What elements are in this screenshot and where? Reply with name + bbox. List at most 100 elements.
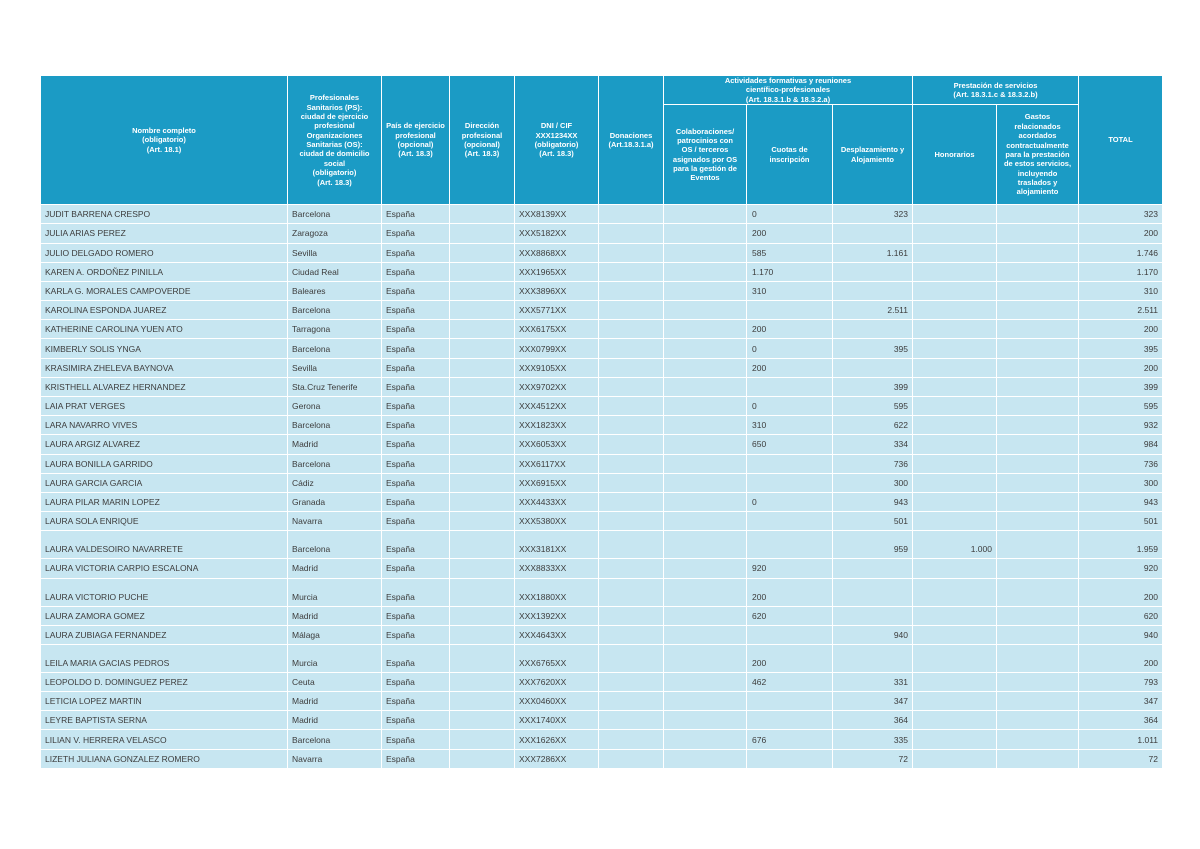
- cell-gastos: [995, 710, 1080, 731]
- table-row: LILIAN V. HERRERA VELASCO Barcelona España…: [40, 729, 1164, 750]
- cell-city: Madrid: [287, 605, 382, 626]
- cell-dni: XXX6117XX: [514, 453, 599, 474]
- cell-address: [449, 280, 515, 302]
- cell-city: Málaga: [287, 624, 382, 645]
- cell-colaboraciones: [663, 415, 747, 436]
- cell-city: Barcelona: [287, 338, 382, 359]
- cell-colaboraciones: [663, 624, 747, 645]
- cell-honorarios: [912, 511, 997, 532]
- cell-dni: XXX5380XX: [514, 511, 599, 532]
- table-row: KRASIMIRA ZHELEVA BAYNOVA Sevilla España XX…: [40, 357, 1164, 378]
- table-row: JULIA ARIAS PEREZ Zaragoza España XXX5182XX…: [40, 223, 1164, 244]
- cell-cuotas: 200: [746, 223, 833, 244]
- cell-total: 347: [1078, 691, 1164, 712]
- cell-gastos: [995, 434, 1080, 455]
- cell-dni: XXX1965XX: [514, 261, 599, 282]
- cell-honorarios: [912, 357, 997, 378]
- cell-city: Zaragoza: [287, 223, 382, 244]
- cell-gastos: [995, 223, 1080, 244]
- cell-city: Sevilla: [287, 357, 382, 378]
- cell-donaciones: [598, 415, 664, 436]
- cell-dni: XXX7286XX: [514, 748, 599, 769]
- cell-address: [449, 491, 515, 513]
- cell-desplazamiento: 622: [832, 415, 913, 436]
- cell-gastos: [995, 558, 1080, 579]
- cell-gastos: [995, 511, 1080, 532]
- cell-gastos: [995, 453, 1080, 474]
- table-row: LIZETH JULIANA GONZALEZ ROMERO Navarra Esp…: [40, 748, 1164, 769]
- cell-donaciones: [598, 357, 664, 378]
- cell-desplazamiento: 347: [832, 691, 913, 712]
- cell-desplazamiento: 399: [832, 376, 913, 398]
- cell-name: LAURA VALDESOIRO NAVARRETE: [40, 530, 288, 560]
- cell-cuotas: 462: [746, 671, 833, 693]
- cell-address: [449, 357, 515, 378]
- cell-desplazamiento: 335: [832, 729, 913, 750]
- cell-honorarios: [912, 577, 997, 607]
- cell-address: [449, 624, 515, 645]
- cell-dni: XXX7620XX: [514, 671, 599, 693]
- cell-total: 2.511: [1078, 300, 1164, 321]
- cell-city: Madrid: [287, 434, 382, 455]
- cell-honorarios: [912, 300, 997, 321]
- cell-cuotas: 620: [746, 605, 833, 626]
- col-header-honorarios: Honorarios: [912, 104, 997, 206]
- cell-address: [449, 671, 515, 693]
- cell-honorarios: [912, 223, 997, 244]
- cell-honorarios: [912, 691, 997, 712]
- cell-gastos: [995, 242, 1080, 263]
- cell-dni: XXX1626XX: [514, 729, 599, 750]
- cell-name: KIMBERLY SOLIS YNGA: [40, 338, 288, 359]
- cell-honorarios: [912, 395, 997, 417]
- cell-honorarios: [912, 242, 997, 263]
- cell-colaboraciones: [663, 242, 747, 263]
- cell-donaciones: [598, 338, 664, 359]
- table-row: LETICIA LOPEZ MARTIN Madrid España XXX0460X…: [40, 691, 1164, 712]
- cell-total: 72: [1078, 748, 1164, 769]
- cell-name: LAURA VICTORIA CARPIO ESCALONA: [40, 558, 288, 579]
- cell-city: Granada: [287, 491, 382, 513]
- cell-dni: XXX3181XX: [514, 530, 599, 560]
- cell-name: LAURA SOLA ENRIQUE: [40, 511, 288, 532]
- transparency-table: Nombre completo (obligatorio) (Art. 18.1…: [40, 74, 1164, 769]
- cell-honorarios: [912, 472, 997, 493]
- table-row: JULIO DELGADO ROMERO Sevilla España XXX8868…: [40, 242, 1164, 263]
- cell-gastos: [995, 530, 1080, 560]
- cell-desplazamiento: 959: [832, 530, 913, 560]
- cell-name: LETICIA LOPEZ MARTIN: [40, 691, 288, 712]
- cell-total: 200: [1078, 357, 1164, 378]
- cell-country: España: [381, 491, 450, 513]
- cell-gastos: [995, 671, 1080, 693]
- cell-cuotas: [746, 511, 833, 532]
- cell-donaciones: [598, 472, 664, 493]
- cell-honorarios: [912, 453, 997, 474]
- cell-colaboraciones: [663, 491, 747, 513]
- cell-honorarios: [912, 605, 997, 626]
- cell-name: JULIA ARIAS PEREZ: [40, 223, 288, 244]
- cell-colaboraciones: [663, 434, 747, 455]
- cell-honorarios: [912, 415, 997, 436]
- cell-cuotas: [746, 710, 833, 731]
- cell-name: KAROLINA ESPONDA JUAREZ: [40, 300, 288, 321]
- cell-colaboraciones: [663, 357, 747, 378]
- cell-country: España: [381, 643, 450, 673]
- table-row: LAURA VICTORIO PUCHE Murcia España XXX1880X…: [40, 577, 1164, 607]
- cell-country: España: [381, 577, 450, 607]
- cell-desplazamiento: 300: [832, 472, 913, 493]
- cell-dni: XXX6915XX: [514, 472, 599, 493]
- cell-address: [449, 319, 515, 340]
- cell-cuotas: [746, 300, 833, 321]
- cell-honorarios: [912, 491, 997, 513]
- cell-donaciones: [598, 280, 664, 302]
- cell-cuotas: 676: [746, 729, 833, 750]
- cell-dni: XXX4643XX: [514, 624, 599, 645]
- cell-cuotas: 1.170: [746, 261, 833, 282]
- cell-dni: XXX9105XX: [514, 357, 599, 378]
- cell-total: 595: [1078, 395, 1164, 417]
- cell-gastos: [995, 491, 1080, 513]
- cell-country: España: [381, 338, 450, 359]
- cell-gastos: [995, 415, 1080, 436]
- table-row: LAIA PRAT VERGES Gerona España XXX4512XX 0 59…: [40, 395, 1164, 417]
- col-header-direccion: Dirección profesional (opcional) (Art. 1…: [449, 74, 515, 206]
- cell-donaciones: [598, 395, 664, 417]
